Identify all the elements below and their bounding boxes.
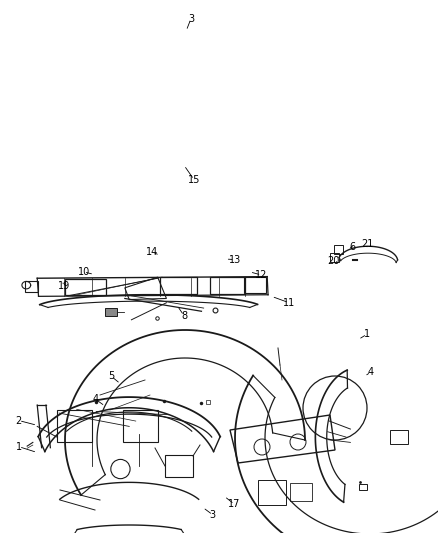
Text: 17: 17 [228, 499, 240, 509]
Bar [330, 253, 339, 262]
Text: 4: 4 [92, 394, 99, 404]
Text: 3: 3 [188, 14, 194, 23]
Text: 1: 1 [16, 442, 22, 451]
Bar [334, 245, 343, 254]
Bar [290, 483, 312, 501]
Text: 1: 1 [364, 329, 370, 339]
Text: 6: 6 [350, 242, 356, 252]
Text: 21: 21 [362, 239, 374, 248]
Bar [359, 484, 367, 490]
Text: 4: 4 [368, 367, 374, 377]
Text: 10: 10 [78, 267, 90, 277]
FancyBboxPatch shape [105, 308, 117, 316]
Text: 20: 20 [328, 256, 340, 266]
Text: 12: 12 [255, 270, 268, 280]
Bar [25, 281, 38, 292]
Text: 8: 8 [181, 311, 187, 320]
Bar [390, 430, 408, 444]
Text: 19: 19 [58, 281, 70, 291]
Text: 2: 2 [16, 416, 22, 425]
Bar [165, 455, 193, 477]
Text: 14: 14 [146, 247, 159, 257]
Text: 11: 11 [283, 298, 295, 308]
Text: 13: 13 [229, 255, 241, 264]
Bar [258, 480, 286, 505]
Text: 15: 15 [188, 175, 200, 184]
Text: 3: 3 [210, 510, 216, 520]
Text: 5: 5 [108, 372, 114, 381]
